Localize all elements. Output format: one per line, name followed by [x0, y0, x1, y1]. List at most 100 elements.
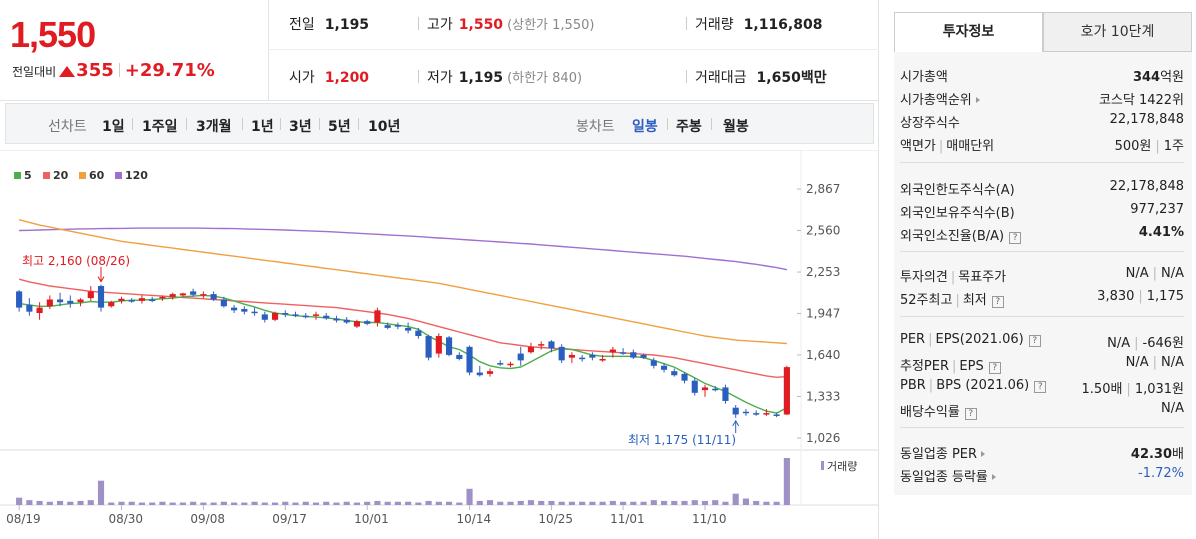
volume-bar: [343, 501, 350, 505]
candle: [732, 407, 739, 415]
candle: [609, 349, 616, 353]
volume-bar: [118, 501, 125, 505]
volume-bar: [210, 502, 217, 505]
candle: [456, 354, 463, 360]
volume-bar: [732, 493, 739, 505]
help-icon[interactable]: ?: [991, 296, 1004, 308]
help-icon[interactable]: ?: [988, 362, 1001, 374]
volume-bar: [773, 501, 780, 505]
x-tick-label: 10/14: [457, 512, 492, 526]
candle: [46, 299, 53, 307]
volume-bar: [26, 500, 33, 505]
volume-bar: [405, 501, 412, 505]
x-tick-label: 11/01: [610, 512, 645, 526]
volume-bar: [599, 501, 606, 505]
candle: [108, 302, 115, 307]
info-label: 외국인소진율(B/A): [900, 229, 1005, 244]
x-tick-label: 10/01: [354, 512, 389, 526]
tab-5y[interactable]: 5년: [328, 119, 351, 135]
tab-1y[interactable]: 1년: [251, 119, 274, 135]
info-value: 22,178,848: [1109, 179, 1184, 194]
volume-bar: [108, 502, 115, 505]
y-tick-label: 2,253: [806, 265, 840, 279]
volume-bar: [620, 501, 627, 505]
info-value: 4.41%: [1138, 225, 1184, 240]
tab-monthly[interactable]: 월봉: [723, 119, 749, 135]
candle: [343, 319, 350, 323]
tab-daily[interactable]: 일봉: [632, 119, 658, 135]
volume-bar: [159, 501, 166, 505]
candle: [190, 291, 197, 295]
chevron-right-icon[interactable]: [991, 474, 996, 480]
volume-bar: [640, 501, 647, 505]
candle: [579, 357, 586, 360]
candle: [384, 325, 391, 328]
help-icon[interactable]: ?: [964, 408, 977, 420]
info-value: -1.72%: [1138, 466, 1184, 481]
tab-3m[interactable]: 3개월: [196, 119, 232, 135]
x-tick-label: 08/19: [6, 512, 41, 526]
chevron-right-icon[interactable]: [981, 451, 986, 457]
volume-bar: [179, 502, 186, 505]
info-row: 외국인한도주식수(A) 22,178,848: [900, 179, 1184, 199]
volume-bar: [589, 501, 596, 505]
info-value: N/A | -646원: [1107, 336, 1184, 351]
volume-bar: [36, 500, 43, 505]
info-row: 배당수익률? N/A: [900, 401, 1184, 421]
info-row: 액면가 | 매매단위 500원 | 1주: [900, 135, 1184, 155]
tab-3y[interactable]: 3년: [289, 119, 312, 135]
candle: [497, 363, 504, 365]
info-value: 1.50배 | 1,031원: [1081, 382, 1184, 397]
line-chart-label: 선차트: [48, 119, 87, 135]
tab-investment-info[interactable]: 투자정보: [894, 12, 1043, 52]
candle: [374, 310, 381, 323]
tab-orderbook-10[interactable]: 호가 10단계: [1043, 12, 1192, 52]
help-icon[interactable]: ?: [1028, 335, 1041, 347]
volume: 거래량 1,116,808: [686, 14, 822, 34]
chevron-right-icon[interactable]: [975, 97, 980, 103]
volume-bar: [97, 480, 105, 505]
change-label: 전일대비: [12, 65, 57, 79]
candle: [179, 293, 186, 296]
volume-bar: [138, 502, 146, 505]
tab-1w[interactable]: 1주일: [142, 119, 178, 135]
candle: [169, 294, 176, 297]
candle: [56, 299, 64, 303]
candle: [589, 354, 596, 358]
candle: [26, 304, 33, 312]
help-icon[interactable]: ?: [1034, 381, 1047, 393]
candle: [712, 388, 719, 391]
volume-bar: [548, 500, 555, 505]
x-tick-label: 11/10: [692, 512, 727, 526]
info-row: 시가총액순위 코스닥 1422위: [900, 89, 1184, 109]
info-value: 977,237: [1130, 202, 1184, 217]
candle: [415, 330, 422, 337]
candle: [323, 315, 330, 319]
volume-bar: [630, 501, 637, 505]
trade-value: 거래대금 1,650백만: [686, 67, 827, 87]
y-tick-label: 2,560: [806, 224, 840, 238]
volume-bar: [271, 502, 279, 505]
info-label-secondary: 매매단위: [946, 139, 995, 154]
candle: [538, 344, 545, 346]
candle: [486, 371, 494, 374]
help-icon[interactable]: ?: [1009, 232, 1022, 244]
candle: [742, 411, 750, 414]
tab-weekly[interactable]: 주봉: [676, 119, 702, 135]
investment-info-panel: 투자정보 호가 10단계 시가총액 344억원 시가총액순위 코스닥 1422위 상장주…: [880, 0, 1196, 539]
volume-bar: [302, 501, 309, 505]
volume-legend-swatch: [821, 461, 824, 470]
current-price: 1,550: [10, 14, 96, 55]
info-value: 344억원: [1132, 70, 1184, 85]
y-tick-label: 1,333: [806, 389, 840, 403]
legend-label: 20: [53, 169, 69, 182]
info-table: 시가총액 344억원 시가총액순위 코스닥 1422위 상장주식수 22,178,848 액…: [894, 52, 1192, 495]
ma60-line: [18, 219, 787, 345]
candle: [691, 380, 698, 393]
tab-10y[interactable]: 10년: [368, 119, 401, 135]
candle: [302, 315, 309, 318]
price-chart[interactable]: 5 20 60 120 2,867 2,560 2,253 1,947 1,640 1,333 1,…: [0, 150, 879, 539]
volume-bar: [56, 500, 64, 505]
tab-1d[interactable]: 1일: [102, 119, 125, 135]
candle: [466, 346, 473, 373]
